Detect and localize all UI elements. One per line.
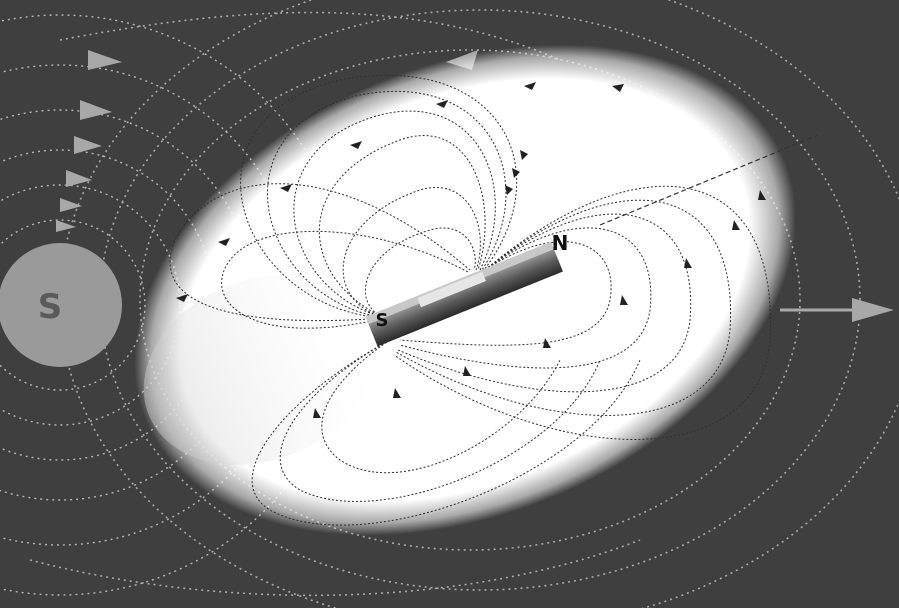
arrowhead-2 [80, 100, 112, 120]
axis-line [599, 134, 819, 226]
field-line-7 [169, 183, 471, 322]
field-line-10 [399, 227, 652, 369]
inner-field-lines [169, 74, 771, 526]
magnet-highlight [417, 271, 486, 308]
direction-arrow [780, 298, 894, 322]
field-line-13 [393, 185, 771, 440]
field-arrowheads [176, 82, 766, 418]
field-arrow-8 [463, 366, 471, 376]
field-arrow-15 [436, 100, 448, 108]
field-line-11 [397, 213, 692, 393]
field-line-3 [267, 90, 507, 319]
field-arrow-17 [612, 84, 624, 92]
field-arrow-14 [350, 141, 362, 149]
arrowhead-4 [66, 170, 92, 187]
field-line-15 [279, 339, 601, 502]
field-line-12 [395, 199, 732, 416]
field-line-2 [293, 110, 496, 319]
field-arrow-3 [505, 185, 513, 195]
arrowhead-3 [74, 136, 102, 154]
bar-magnet [365, 241, 563, 347]
field-arrow-18 [758, 190, 766, 200]
field-line-4 [240, 74, 518, 319]
field-arrow-11 [176, 294, 188, 302]
outer-ring-1 [139, 49, 801, 551]
sun-disk [0, 243, 122, 367]
field-line-1 [318, 135, 486, 319]
field-arrow-16 [524, 82, 536, 90]
field-line-16 [251, 339, 641, 526]
arrowhead-1 [88, 50, 122, 70]
magnet-body [367, 247, 563, 347]
field-line-14 [321, 339, 561, 474]
sun-pole-label: S [38, 287, 63, 327]
field-arrow-7 [543, 338, 551, 348]
field-arrow-12 [218, 238, 230, 246]
field-arrow-2 [512, 168, 520, 178]
field-arrow-6 [620, 295, 628, 305]
magnetic-axis [599, 134, 819, 226]
arrowhead-5 [60, 198, 82, 212]
magnet-south-label: S [376, 310, 389, 331]
field-line-8 [221, 230, 469, 329]
field-arrow-13 [280, 184, 292, 192]
field-arrow-4 [684, 258, 692, 268]
field-arrow-5 [732, 220, 740, 230]
field-arrow-1 [520, 150, 528, 160]
field-arrow-10 [313, 408, 321, 418]
magnet-north-label: N [552, 231, 569, 255]
field-line-5 [342, 187, 481, 319]
field-line-6 [364, 227, 476, 319]
outer-arc-bottom [29, 539, 641, 597]
field-arrow-9 [393, 388, 401, 398]
arrowhead-6 [56, 220, 76, 232]
direction-arrow-head [852, 298, 894, 322]
sun: S [0, 243, 122, 367]
